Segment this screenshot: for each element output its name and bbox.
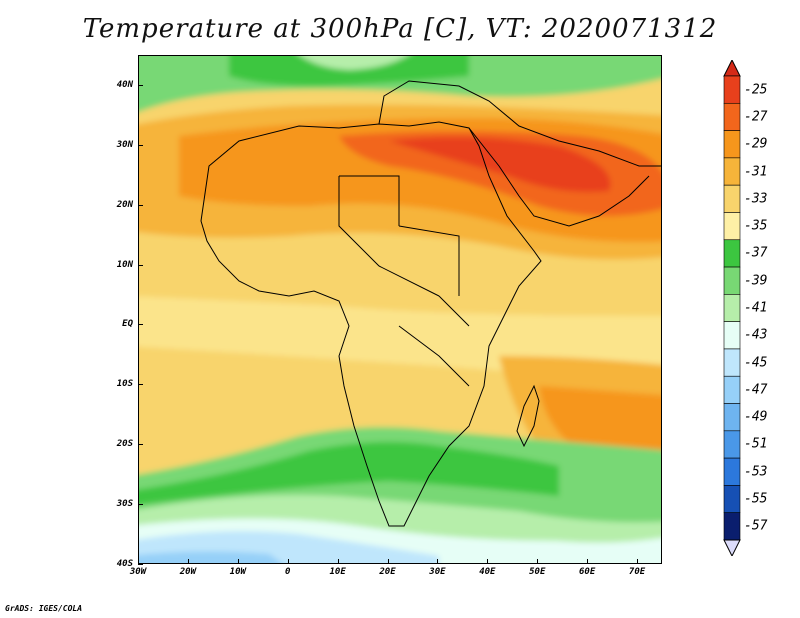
colorbar-level-label: -41 — [744, 300, 768, 316]
colorbar-cell — [723, 430, 741, 459]
colorbar-level-label: -45 — [744, 355, 768, 371]
lat-tick-mark — [138, 84, 143, 86]
lat-tick-mark — [138, 504, 143, 506]
grads-credit: GrADS: IGES/COLA — [5, 604, 83, 613]
lon-tick-label: 20W — [179, 567, 197, 577]
lat-tick-mark — [138, 264, 143, 266]
lon-tick-mark — [437, 559, 439, 564]
temperature-field — [139, 56, 661, 563]
lon-tick-label: 60E — [579, 567, 596, 577]
colorbar-cell — [723, 239, 741, 268]
colorbar-cell — [723, 157, 741, 186]
lat-tick-mark — [138, 204, 143, 206]
temperature-map — [138, 55, 662, 564]
map-canvas — [139, 56, 661, 563]
colorbar-cell — [723, 266, 741, 295]
colorbar-level-label: -51 — [744, 436, 768, 452]
colorbar-bottom-arrow — [723, 539, 741, 556]
lon-tick-mark — [637, 559, 639, 564]
colorbar-cell — [723, 184, 741, 213]
colorbar-level-label: -35 — [744, 218, 768, 234]
colorbar-cell — [723, 375, 741, 404]
lat-tick-label: 10S — [116, 379, 133, 390]
lon-tick-label: 10W — [229, 567, 246, 577]
lon-tick-label: 70E — [628, 567, 646, 577]
map-title: Temperature at 300hPa [C], VT: 202007131… — [82, 14, 718, 44]
lon-tick-mark — [237, 559, 239, 564]
lon-tick-mark — [487, 559, 489, 564]
colorbar-level-label: -27 — [744, 109, 768, 125]
colorbar-level-label: -43 — [744, 327, 768, 343]
coastlines — [200, 80, 661, 527]
colorbar-top-arrow — [723, 60, 741, 77]
colorbar-cell — [723, 348, 741, 377]
lon-tick-mark — [387, 559, 389, 564]
colorbar-cell — [723, 485, 741, 514]
lon-tick-mark — [587, 559, 589, 564]
lat-tick-label: 20N — [116, 199, 133, 210]
colorbar-cell — [723, 457, 741, 486]
colorbar-cell — [723, 294, 741, 322]
lon-tick-label: 40E — [479, 567, 496, 577]
lon-tick-label: 30E — [429, 567, 446, 577]
lat-tick-label: 30S — [116, 499, 133, 510]
lat-tick-mark — [138, 444, 143, 446]
colorbar-cell — [723, 512, 741, 541]
lon-tick-mark — [138, 559, 139, 564]
lat-tick-label: 20S — [116, 439, 133, 450]
colorbar-level-label: -53 — [744, 464, 768, 480]
lon-tick-mark — [337, 559, 339, 564]
colorbar-level-label: -29 — [744, 136, 768, 152]
lon-tick-mark — [187, 559, 189, 564]
lat-tick-mark — [138, 144, 143, 146]
lon-tick-label: 0 — [284, 567, 291, 577]
colorbar-level-label: -31 — [744, 164, 768, 180]
lon-tick-label: 10E — [329, 567, 346, 577]
colorbar-level-label: -25 — [744, 82, 768, 98]
lat-tick-label: 40S — [116, 559, 133, 569]
colorbar-cell — [723, 130, 741, 159]
lat-tick-mark — [138, 324, 143, 326]
colorbar-cell — [723, 75, 741, 104]
colorbar-level-label: -39 — [744, 273, 768, 289]
colorbar-level-label: -33 — [744, 191, 768, 207]
colorbar-level-label: -37 — [744, 245, 768, 261]
lat-tick-mark — [138, 384, 143, 386]
lon-tick-mark — [287, 559, 289, 564]
lat-tick-mark — [138, 564, 143, 565]
colorbar-cell — [723, 321, 741, 350]
colorbar-level-label: -47 — [744, 382, 768, 398]
colorbar-cell — [723, 212, 741, 241]
colorbar-level-label: -57 — [744, 518, 768, 534]
colorbar-cell — [723, 102, 741, 131]
lon-tick-label: 50E — [529, 567, 546, 577]
lat-tick-label: 40N — [116, 79, 133, 90]
lon-tick-label: 20E — [379, 567, 396, 577]
lon-tick-label: 30W — [129, 567, 147, 577]
colorbar-cell — [723, 403, 741, 432]
colorbar-level-label: -49 — [744, 409, 768, 425]
lat-tick-label: 30N — [116, 139, 133, 150]
lat-tick-label: 10N — [116, 259, 133, 270]
lat-tick-label: EQ — [122, 319, 133, 330]
colorbar-level-label: -55 — [744, 491, 768, 507]
lon-tick-mark — [537, 559, 539, 564]
colorbar — [723, 60, 741, 556]
